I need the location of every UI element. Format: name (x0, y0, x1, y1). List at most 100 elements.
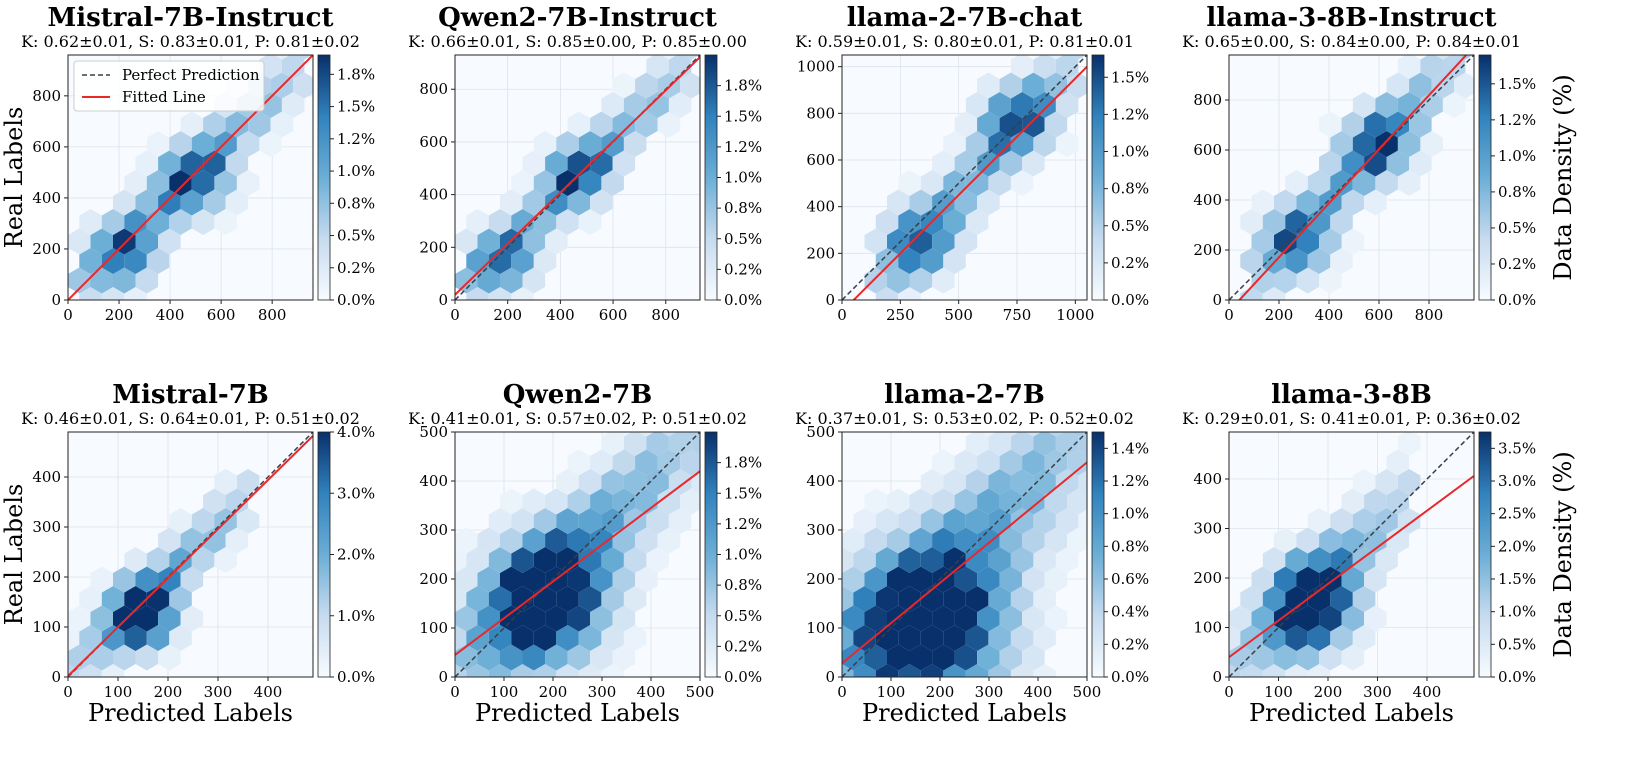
hexbin-cell (1251, 605, 1274, 632)
x-tick-label: 200 (1314, 683, 1343, 701)
hexbin-cell (79, 287, 102, 300)
hexbin-cell (977, 488, 1000, 515)
hexbin-cell (864, 267, 887, 294)
colorbar-tick-label: 0.8% (1111, 537, 1149, 555)
hexbin-cell (909, 267, 933, 294)
y-tick-label: 800 (806, 104, 835, 122)
hexbin-cell (1274, 228, 1297, 255)
hexbin-cell (612, 566, 636, 593)
hexbin-cell (875, 508, 899, 534)
hexbin-cell (943, 170, 966, 196)
hexbin-cell (533, 664, 557, 677)
hexbin-cell (887, 267, 910, 294)
hexbin-cell (113, 267, 136, 294)
hexbin-cell (236, 170, 260, 196)
hexbin-cell (90, 605, 113, 632)
hexbin-cell (578, 508, 602, 534)
colorbar (704, 54, 718, 301)
hexbin-cell (1022, 111, 1045, 138)
hexbin-cell (1375, 508, 1398, 534)
hexbin-cell (898, 287, 921, 300)
hexbin-cell (898, 508, 921, 534)
colorbar-tick-label: 4.0% (337, 423, 375, 441)
colorbar (317, 431, 331, 678)
hexbin-cell (522, 267, 546, 294)
hexbin-cell (853, 547, 876, 573)
hexbin-cell (1364, 111, 1387, 138)
hexbin-cell (1067, 527, 1087, 554)
hexbin-cell (113, 189, 136, 216)
chart-subtitle: K: 0.65±0.00, S: 0.84±0.00, P: 0.84±0.01 (1182, 32, 1521, 51)
hexbin-cell (488, 248, 512, 274)
hexbin-cell (1274, 566, 1297, 593)
hexbin-cell (191, 131, 215, 157)
hexbin-cell (203, 150, 226, 177)
hexbin-cell (567, 111, 591, 138)
hexbin-cell (683, 55, 700, 60)
colorbar-tick-label: 0.0% (1111, 291, 1149, 309)
hexbin-cell (1274, 644, 1297, 671)
x-tick-label: 200 (105, 306, 134, 324)
hexbin-cell (1296, 228, 1320, 255)
hexbin-cell (225, 111, 249, 138)
colorbar (317, 54, 331, 301)
hexbin-cell (225, 189, 249, 216)
hexbin-cell (623, 92, 647, 118)
hexbin-cell (1055, 547, 1079, 573)
hexbin-cell (135, 189, 159, 216)
hexbin-cell (79, 664, 102, 677)
hexbin-cell (635, 566, 658, 593)
hexbin-cell (567, 449, 591, 476)
hexbin-cell (1251, 189, 1274, 216)
hexbin-cell (101, 664, 125, 677)
hexbin-cell (146, 131, 170, 157)
hexbin-cell (1442, 92, 1466, 118)
hexbin-cell (590, 527, 613, 554)
hexbin-cell (1375, 547, 1398, 573)
y-tick-label: 200 (806, 244, 835, 262)
colorbar-tick-label: 0.8% (1111, 180, 1149, 198)
hexbin-cell (977, 449, 1000, 476)
hexbin-cell (1067, 449, 1087, 476)
x-tick-label: 200 (539, 683, 568, 701)
hexbin-cell (954, 150, 978, 177)
hexbin-cell (954, 449, 978, 476)
hexbin-cell (965, 131, 989, 157)
hexbin-cell (1044, 605, 1068, 632)
hexbin-cell (977, 72, 1000, 99)
hexbin-cell (988, 432, 1011, 456)
hexbin-cell (1352, 469, 1376, 495)
hexbin-cell (511, 209, 534, 235)
hexbin-cell (124, 287, 147, 300)
hexbin-cell (1067, 488, 1087, 515)
hexbin-cell (661, 55, 677, 60)
hexbin-cell (556, 131, 579, 157)
hexbin-cell (920, 664, 944, 677)
hexbin-cell (932, 267, 955, 294)
hexbin-cell (590, 566, 613, 593)
hexbin-cell (680, 488, 700, 515)
chart-title: llama-2-7B (884, 380, 1045, 410)
hexbin-cell (932, 449, 955, 476)
x-tick-label: 800 (258, 306, 287, 324)
hexbin-cell (898, 248, 921, 274)
hexbin-cell (236, 469, 260, 495)
hexbin-cell (1055, 131, 1079, 157)
y-tick-label: 0 (825, 668, 835, 686)
y-tick-label: 0 (51, 668, 61, 686)
fitted-line (455, 470, 700, 656)
hexbin-cell (988, 664, 1011, 677)
colorbar-tick-label: 0.2% (724, 637, 762, 655)
y-tick-label: 400 (419, 186, 448, 204)
plot-frame (841, 431, 1088, 678)
hexbin-cell (1386, 449, 1410, 476)
hexbin-cell (79, 209, 102, 235)
hexbin-cell (1010, 586, 1034, 612)
y-tick-label: 100 (419, 619, 448, 637)
hexbin-cell (965, 625, 989, 651)
chart-panel: 0 200 400 600 800 0 200 400 600 800 llama-3-8B-Ins… (1182, 3, 1577, 324)
hexbin-cell (578, 209, 602, 235)
hexbin-cell (1033, 469, 1056, 495)
hexbin-cell (1364, 189, 1387, 216)
chart-subtitle: K: 0.37±0.01, S: 0.53±0.02, P: 0.52±0.02 (795, 409, 1134, 428)
